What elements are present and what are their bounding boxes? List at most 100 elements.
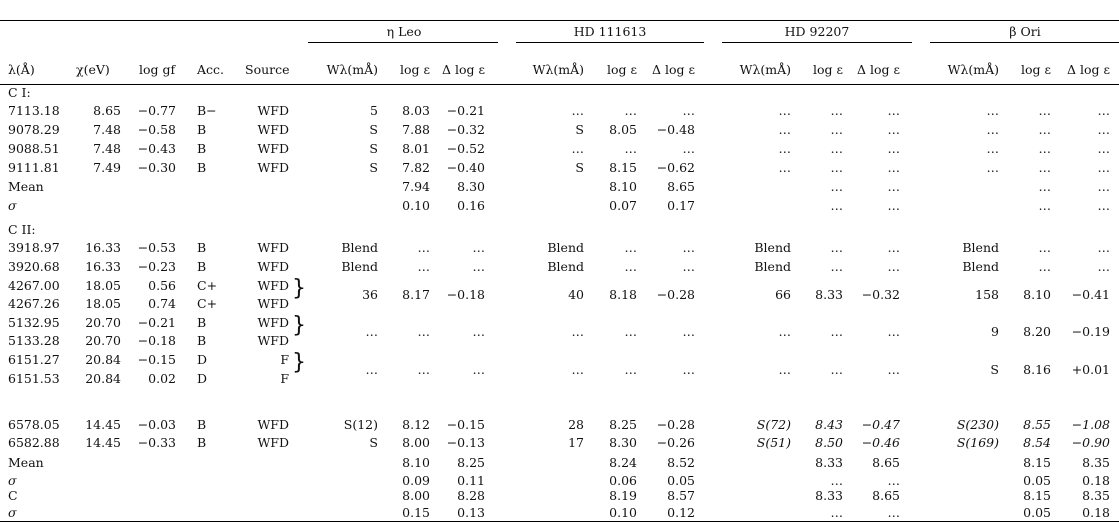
dlogeps-cell: … (887, 141, 901, 156)
eqwidth-cell: … (778, 122, 792, 137)
eqwidth-cell: … (778, 324, 792, 339)
wavelength-cell: 7113.18 (8, 103, 60, 118)
mean-logeps: 7.94 (402, 179, 430, 194)
logeps-cell: … (830, 122, 844, 137)
sigma-dlogeps: 0.05 (667, 473, 695, 488)
source-cell: WFD (257, 296, 289, 311)
eqwidth-cell: 40 (568, 287, 584, 302)
logeps-cell: 8.33 (815, 287, 843, 302)
loggf-cell: −0.15 (137, 352, 176, 367)
wavelength-cell: 9088.51 (8, 141, 60, 156)
source-cell: WFD (257, 417, 289, 432)
logeps-cell: 8.10 (1023, 287, 1051, 302)
logeps-cell: … (1038, 259, 1052, 274)
logeps-cell: … (830, 324, 844, 339)
logeps-cell: … (830, 141, 844, 156)
logeps-cell: … (417, 259, 431, 274)
dlogeps-cell: −0.90 (1071, 435, 1110, 450)
eqwidth-cell: S(230) (956, 417, 999, 432)
sigma-logeps: … (830, 473, 844, 488)
mean-dlogeps: … (887, 179, 901, 194)
sigma-dlogeps: … (887, 198, 901, 213)
eqwidth-cell: S(169) (956, 435, 999, 450)
eqwidth-cell: … (365, 361, 379, 377)
total-mean-logeps: 8.15 (1023, 488, 1051, 503)
eqwidth-cell: 5 (370, 103, 378, 118)
eqwidth-cell: S(72) (756, 417, 791, 432)
total-mean-logeps: 8.33 (815, 488, 843, 503)
logeps-cell: 8.01 (402, 141, 430, 156)
accuracy-cell: B (197, 240, 207, 255)
logeps-cell: … (830, 361, 844, 377)
excitation-cell: 18.05 (85, 278, 121, 293)
pair-brace: } (292, 313, 306, 338)
logeps-cell: 8.54 (1023, 435, 1051, 450)
section-label: C I: (8, 85, 31, 100)
accuracy-cell: B (197, 333, 207, 348)
eqwidth-cell: S (369, 141, 378, 156)
dlogeps-cell: −1.08 (1071, 417, 1110, 432)
sigma-logeps: 0.10 (402, 198, 430, 213)
accuracy-cell: B (197, 315, 207, 330)
dlogeps-cell: … (887, 259, 901, 274)
total-sigma-dlogeps: 0.18 (1082, 505, 1110, 520)
col-header-logeps: log ε (813, 62, 843, 77)
eqwidth-cell: S (575, 122, 584, 137)
logeps-cell: 8.25 (609, 417, 637, 432)
logeps-cell: … (624, 141, 638, 156)
dlogeps-cell: −0.48 (656, 122, 695, 137)
dlogeps-cell: −0.32 (446, 122, 485, 137)
logeps-cell: … (1038, 103, 1052, 118)
total-mean-logeps: 8.19 (609, 488, 637, 503)
source-cell: WFD (257, 141, 289, 156)
col-header-accuracy: Acc. (197, 62, 225, 77)
mean-dlogeps: 8.30 (457, 179, 485, 194)
mean-logeps: 8.33 (815, 455, 843, 470)
total-sigma-logeps: … (830, 505, 844, 520)
eqwidth-cell: … (778, 103, 792, 118)
eqwidth-cell: S (990, 361, 999, 377)
accuracy-cell: B (197, 160, 207, 175)
eqwidth-cell: 66 (775, 287, 791, 302)
excitation-cell: 18.05 (85, 296, 121, 311)
sigma-label: σ (8, 473, 17, 488)
sigma-logeps: 0.09 (402, 473, 430, 488)
logeps-cell: … (1038, 160, 1052, 175)
loggf-cell: −0.18 (137, 333, 176, 348)
accuracy-cell: B (197, 259, 207, 274)
eqwidth-cell: 158 (975, 287, 999, 302)
mean-logeps: … (1038, 179, 1052, 194)
loggf-cell: 0.74 (148, 296, 176, 311)
source-cell: WFD (257, 160, 289, 175)
total-sigma-dlogeps: 0.13 (457, 505, 485, 520)
accuracy-cell: D (197, 371, 208, 386)
logeps-cell: … (830, 160, 844, 175)
group-underline (516, 42, 704, 43)
logeps-cell: … (1038, 240, 1052, 255)
logeps-cell: 8.30 (609, 435, 637, 450)
logeps-cell: … (1038, 141, 1052, 156)
sigma-dlogeps: 0.16 (457, 198, 485, 213)
accuracy-cell: B− (197, 103, 217, 118)
dlogeps-cell: … (1097, 122, 1111, 137)
group-header: HD 111613 (573, 24, 647, 39)
wavelength-cell: 9111.81 (8, 160, 60, 175)
dlogeps-cell: −0.46 (861, 435, 900, 450)
wavelength-cell: 6578.05 (8, 417, 60, 432)
dlogeps-cell: … (472, 259, 486, 274)
excitation-cell: 7.49 (93, 160, 121, 175)
eqwidth-cell: … (778, 160, 792, 175)
wavelength-cell: 4267.26 (8, 296, 60, 311)
wavelength-cell: 5132.95 (8, 315, 60, 330)
dlogeps-cell: −0.41 (1071, 287, 1110, 302)
eqwidth-cell: Blend (754, 259, 791, 274)
source-cell: F (280, 371, 289, 386)
logeps-cell: 7.82 (402, 160, 430, 175)
group-header: η Leo (386, 24, 422, 39)
eqwidth-cell: Blend (341, 240, 378, 255)
logeps-cell: 8.00 (402, 435, 430, 450)
sigma-logeps: 0.06 (609, 473, 637, 488)
accuracy-cell: D (197, 352, 208, 367)
eqwidth-cell: … (778, 361, 792, 377)
dlogeps-cell: … (887, 160, 901, 175)
